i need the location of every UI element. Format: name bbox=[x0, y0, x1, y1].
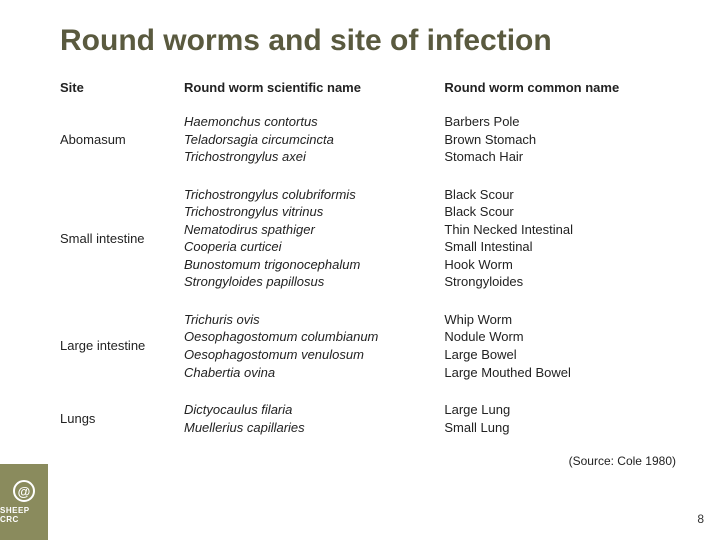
sheepcrc-logo-text: SHEEP CRC bbox=[0, 506, 48, 524]
table-body: Abomasum Haemonchus contortusTeladorsagi… bbox=[60, 103, 680, 446]
cell-scientific: Trichostrongylus colubriformisTrichostro… bbox=[184, 176, 444, 301]
cell-site: Large intestine bbox=[60, 301, 184, 391]
cell-common: Large LungSmall Lung bbox=[444, 391, 680, 446]
cell-site: Abomasum bbox=[60, 103, 184, 176]
col-header-site: Site bbox=[60, 76, 184, 103]
col-header-common: Round worm common name bbox=[444, 76, 680, 103]
table-row: Abomasum Haemonchus contortusTeladorsagi… bbox=[60, 103, 680, 176]
cell-common: Barbers PoleBrown StomachStomach Hair bbox=[444, 103, 680, 176]
worm-table: Site Round worm scientific name Round wo… bbox=[60, 76, 680, 446]
slide-title: Round worms and site of infection bbox=[60, 24, 680, 58]
cell-scientific: Trichuris ovisOesophagostomum columbianu… bbox=[184, 301, 444, 391]
cell-site: Small intestine bbox=[60, 176, 184, 301]
cell-site: Lungs bbox=[60, 391, 184, 446]
cell-common: Whip WormNodule WormLarge BowelLarge Mou… bbox=[444, 301, 680, 391]
table-header-row: Site Round worm scientific name Round wo… bbox=[60, 76, 680, 103]
page-number: 8 bbox=[697, 512, 704, 526]
sheepcrc-logo-icon: @ bbox=[13, 480, 35, 502]
source-citation: (Source: Cole 1980) bbox=[60, 454, 680, 468]
slide: Round worms and site of infection Site R… bbox=[0, 0, 720, 540]
table-row: Lungs Dictyocaulus filariaMuellerius cap… bbox=[60, 391, 680, 446]
cell-scientific: Dictyocaulus filariaMuellerius capillari… bbox=[184, 391, 444, 446]
cell-scientific: Haemonchus contortusTeladorsagia circumc… bbox=[184, 103, 444, 176]
col-header-scientific: Round worm scientific name bbox=[184, 76, 444, 103]
table-row: Small intestine Trichostrongylus colubri… bbox=[60, 176, 680, 301]
table-row: Large intestine Trichuris ovisOesophagos… bbox=[60, 301, 680, 391]
cell-common: Black ScourBlack ScourThin Necked Intest… bbox=[444, 176, 680, 301]
sidebar-badge: @ SHEEP CRC bbox=[0, 464, 48, 540]
